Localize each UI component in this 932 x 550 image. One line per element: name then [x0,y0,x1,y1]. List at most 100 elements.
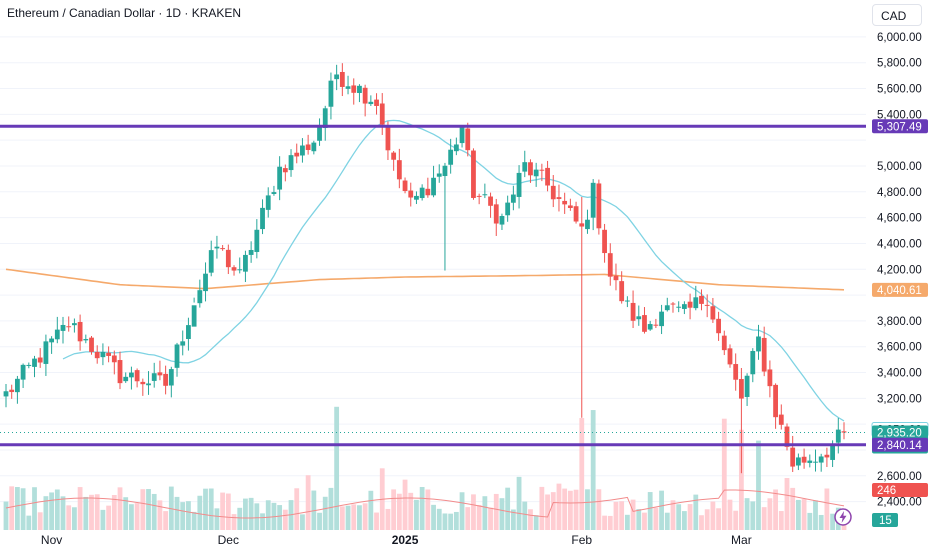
candle-body [3,391,9,397]
candle-body [710,306,716,320]
volume-bar [277,505,283,530]
volume-bar [294,488,300,530]
volume-bar [687,504,693,530]
lightning-icon[interactable] [833,507,853,527]
candle-body [493,204,499,224]
volume-bar [300,514,305,530]
candle-body [499,216,505,225]
volume-bar [334,406,340,530]
sma-long-line [5,268,845,291]
candle-body [681,304,687,309]
candle-body [385,125,391,151]
volume-bar [664,512,670,530]
candle-body [408,190,414,198]
volume-bar [773,489,778,530]
candle-body [26,364,32,366]
volume-bar [830,513,835,530]
volume-bar [72,507,77,530]
candle-body [813,461,818,463]
candle-body [716,318,721,334]
candle-body [636,316,642,320]
candle-body [174,344,180,368]
candle-body [602,229,607,254]
volume-bar [744,498,750,530]
candle-body [801,456,807,463]
candle-body [471,150,476,198]
candle-body [214,246,220,249]
volume-bar [15,487,20,530]
candle-body [744,375,750,397]
volume-bar [431,504,436,530]
candle-body [300,145,305,156]
candle-body [49,338,55,343]
volume-bar [750,501,756,530]
volume-bar [243,498,248,530]
volume-bar [408,492,414,530]
volume-bar [613,501,619,530]
volume-bar [522,501,528,530]
volume-bar [123,497,129,530]
volume-bar [596,489,602,530]
candle-body [322,108,328,129]
volume-bar [516,476,522,530]
candle-body [778,414,784,425]
volume-bar [528,509,533,530]
candle-body [391,152,397,160]
volume-bar [699,515,704,530]
volume-bar [550,492,556,530]
candle-body [539,169,545,171]
candle-body [15,378,20,393]
volume-bar [9,486,15,530]
candle-body [243,254,248,272]
candle-body [453,144,459,152]
candle-body [505,202,511,216]
candle-body [573,206,579,222]
volume-bar [151,493,157,530]
level-label-bg [872,119,928,134]
candle-body [396,160,402,180]
y-tick-label: 4,800.00 [877,187,922,199]
candle-body [117,360,123,384]
candle-body [106,352,112,356]
candle-body [738,379,744,399]
volume-bar [818,514,824,530]
candle-body [77,321,83,342]
volume-bar [77,487,83,530]
sma-long-label: 4,040.61 [877,285,922,297]
volume-bar [402,479,408,530]
x-tick-label: Dec [218,533,239,547]
volume-bar [636,509,642,530]
candle-body [448,149,454,165]
candle-body [585,219,590,230]
volume-bar [459,492,465,530]
candle-body [624,300,630,302]
volume-bar [653,507,659,530]
volume-bar [220,492,226,530]
volume-bar [419,487,425,530]
candle-body [727,348,733,365]
candle-body [146,383,151,386]
candle-body [431,177,436,196]
volume-bar [813,500,818,530]
candle-body [72,323,77,326]
candle-body [425,188,431,196]
volume-bar [385,508,391,530]
candle-body [157,372,163,376]
volume-bar [795,499,801,530]
x-tick-label: Feb [571,533,592,547]
candle-body [83,339,89,341]
level-label: 2,840.14 [877,440,922,452]
candle-body [180,341,186,346]
candle-body [208,250,214,273]
candle-body [334,74,340,80]
candle-body [687,301,693,308]
volume-bar [140,489,146,530]
candle-body [37,357,43,363]
candle-body [807,460,813,463]
candle-body [795,457,801,466]
currency-button[interactable]: CAD [872,4,922,26]
candle-body [220,248,226,250]
volume-bar [282,509,288,530]
